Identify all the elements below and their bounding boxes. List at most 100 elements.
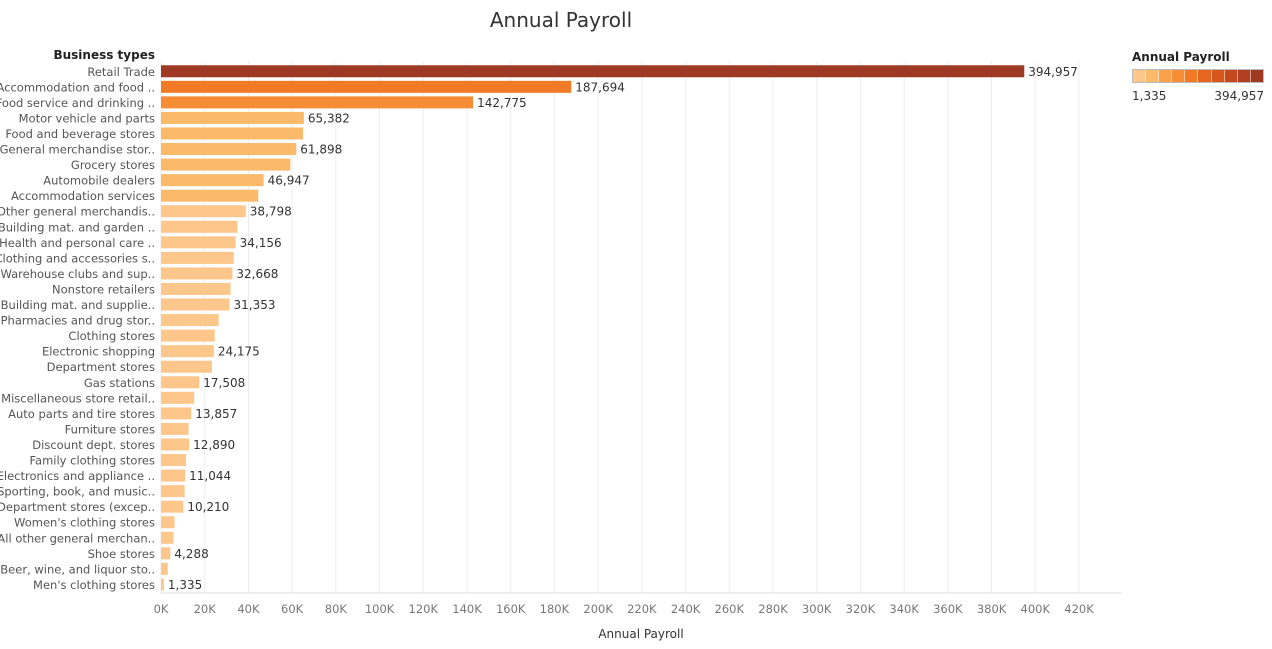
legend-min-label: 1,335 <box>1132 89 1167 103</box>
category-label: Automobile dealers <box>43 174 155 188</box>
bar[interactable] <box>161 220 238 233</box>
x-tick-label: 280K <box>758 602 788 616</box>
x-tick-label: 360K <box>933 602 963 616</box>
x-tick-label: 380K <box>977 602 1007 616</box>
legend-swatch <box>1146 70 1160 82</box>
legend-swatch <box>1237 70 1251 82</box>
bar[interactable] <box>161 329 215 342</box>
bar[interactable] <box>161 391 195 404</box>
category-label: All other general merchan.. <box>0 531 155 545</box>
bar[interactable] <box>161 127 304 140</box>
x-tick-label: 100K <box>365 602 395 616</box>
category-label: Discount dept. stores <box>32 438 155 452</box>
bar[interactable] <box>161 314 219 327</box>
bar[interactable] <box>161 485 185 498</box>
bar[interactable] <box>161 547 171 560</box>
x-tick-label: 340K <box>889 602 919 616</box>
x-tick-label: 160K <box>496 602 526 616</box>
bar[interactable] <box>161 80 572 93</box>
category-label: Auto parts and tire stores <box>8 407 155 421</box>
value-label: 61,898 <box>300 143 342 157</box>
category-label: Warehouse clubs and sup.. <box>0 267 155 281</box>
x-tick-label: 0K <box>154 602 169 616</box>
bar[interactable] <box>161 111 304 124</box>
chart-title: Annual Payroll <box>489 8 633 32</box>
bar[interactable] <box>161 282 231 295</box>
bar[interactable] <box>161 500 184 513</box>
value-label: 12,890 <box>193 438 235 452</box>
bar[interactable] <box>161 174 264 187</box>
category-label: Building mat. and garden .. <box>0 220 155 234</box>
category-label: Shoe stores <box>88 547 155 561</box>
x-tick-label: 400K <box>1021 602 1051 616</box>
value-label: 34,156 <box>240 236 282 250</box>
category-label: Clothing and accessories s.. <box>0 251 155 265</box>
legend-max-label: 394,957 <box>1214 89 1264 103</box>
category-label: Food service and drinking .. <box>0 96 155 110</box>
bar[interactable] <box>161 407 192 420</box>
value-label: 31,353 <box>234 298 276 312</box>
x-tick-label: 240K <box>671 602 701 616</box>
bar[interactable] <box>161 516 175 529</box>
legend-swatch <box>1172 70 1186 82</box>
color-legend: Annual Payroll 1,335 394,957 <box>1132 50 1268 103</box>
value-label: 394,957 <box>1028 65 1078 79</box>
legend-swatch <box>1185 70 1199 82</box>
legend-range: 1,335 394,957 <box>1132 89 1264 103</box>
bar[interactable] <box>161 251 234 264</box>
bar[interactable] <box>161 469 186 482</box>
legend-swatch <box>1159 70 1173 82</box>
bar[interactable] <box>161 360 212 373</box>
category-label: Beer, wine, and liquor sto.. <box>0 562 155 576</box>
legend-swatch <box>1198 70 1212 82</box>
legend-color-ramp <box>1132 69 1264 83</box>
category-label: Miscellaneous store retail.. <box>1 391 155 405</box>
bar[interactable] <box>161 578 164 591</box>
x-tick-label: 60K <box>281 602 304 616</box>
bar[interactable] <box>161 158 291 171</box>
bar[interactable] <box>161 376 200 389</box>
bar[interactable] <box>161 438 190 451</box>
value-label: 17,508 <box>203 376 245 390</box>
bar[interactable] <box>161 96 474 109</box>
category-label: Building mat. and supplie.. <box>1 298 155 312</box>
x-tick-label: 220K <box>627 602 657 616</box>
x-tick-label: 80K <box>325 602 348 616</box>
x-axis-ticks: 0K 20K 40K 60K 80K 100K 120K 140K 160K 180K 200K 22… <box>154 602 1095 616</box>
bar[interactable] <box>161 298 230 311</box>
bar[interactable] <box>161 422 189 435</box>
x-tick-label: 20K <box>194 602 217 616</box>
legend-swatch <box>1133 70 1147 82</box>
bar[interactable] <box>161 267 233 280</box>
value-labels: 394,957 187,694 142,775 65,382 61,898 46,947 3… <box>168 65 1078 592</box>
x-tick-label: 200K <box>583 602 613 616</box>
x-tick-label: 120K <box>409 602 439 616</box>
bar[interactable] <box>161 531 174 544</box>
bar[interactable] <box>161 562 168 575</box>
legend-title: Annual Payroll <box>1132 50 1230 64</box>
legend-swatch <box>1224 70 1238 82</box>
value-label: 11,044 <box>189 469 231 483</box>
value-label: 24,175 <box>218 345 260 359</box>
category-label: Accommodation and food .. <box>0 80 155 94</box>
bar[interactable] <box>161 143 297 156</box>
category-label: Motor vehicle and parts <box>19 111 155 125</box>
bar[interactable] <box>161 454 187 467</box>
category-label: Department stores (excep.. <box>0 500 155 514</box>
category-label: General merchandise stor.. <box>0 143 155 157</box>
x-tick-label: 260K <box>715 602 745 616</box>
value-label: 65,382 <box>308 111 350 125</box>
category-label: Men's clothing stores <box>33 578 155 592</box>
bar[interactable] <box>161 236 236 249</box>
legend-swatch <box>1250 70 1263 82</box>
category-label: Other general merchandis.. <box>0 205 155 219</box>
category-label: Food and beverage stores <box>5 127 155 141</box>
category-label: Family clothing stores <box>29 454 155 468</box>
category-label: Pharmacies and drug stor.. <box>1 314 155 328</box>
bar[interactable] <box>161 65 1025 78</box>
bar[interactable] <box>161 189 259 202</box>
category-label: Furniture stores <box>65 422 155 436</box>
bar[interactable] <box>161 345 214 358</box>
bar[interactable] <box>161 205 246 218</box>
